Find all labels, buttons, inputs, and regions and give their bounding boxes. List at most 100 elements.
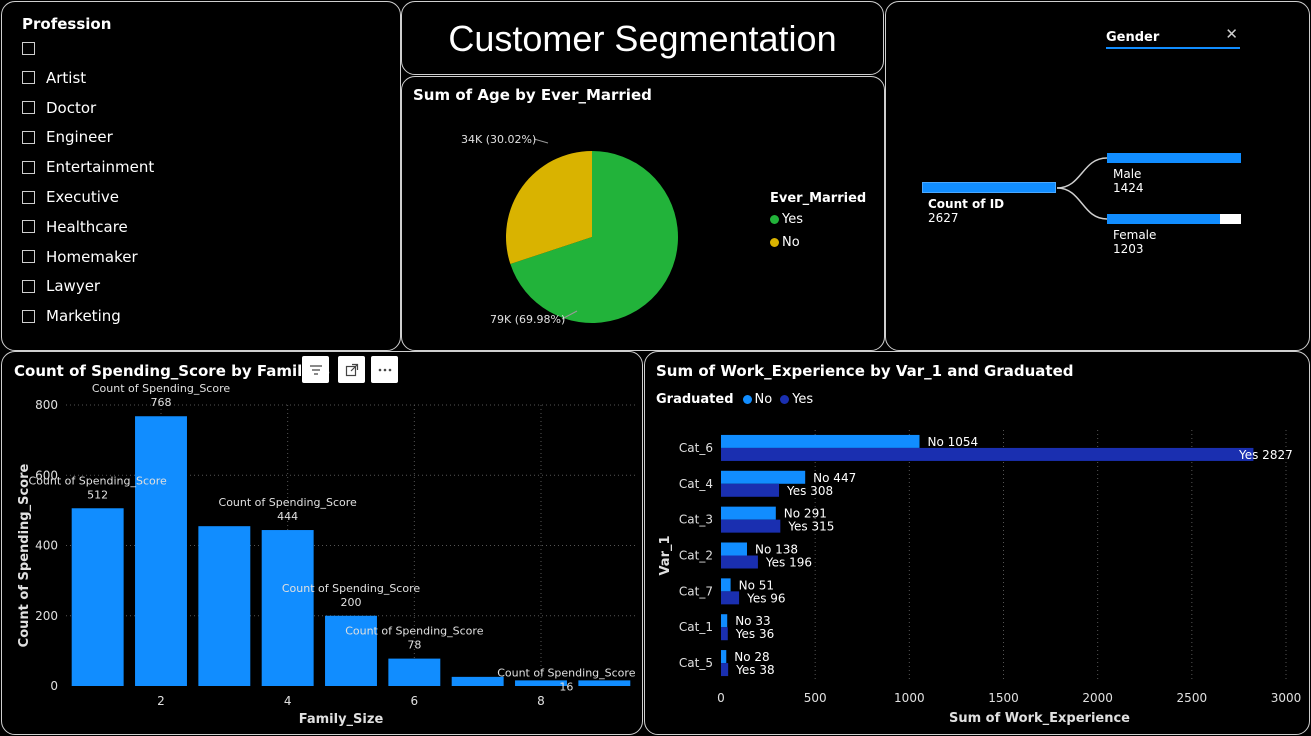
node-label: Female [1113,228,1241,242]
legend-dot-icon [770,215,779,224]
slicer-title: Profession [22,15,111,33]
x-tick-label: 1500 [988,691,1019,705]
bar [262,530,314,686]
node-bar-track [1107,214,1241,224]
slicer-item[interactable]: Lawyer [22,275,100,297]
bar-no [721,507,776,520]
data-label-name: Count of Spending_Score [497,666,636,679]
x-tick-label: 2500 [1177,691,1208,705]
x-tick-label: 500 [804,691,827,705]
data-label-value: 512 [87,488,108,501]
root-label: Count of ID [928,197,1056,211]
checkbox-icon[interactable] [22,250,35,263]
title-card: Customer Segmentation [401,1,884,75]
x-axis-title: Family_Size [299,712,384,727]
bar [198,526,250,686]
checkbox-icon[interactable] [22,71,35,84]
y-tick-label: Cat_4 [679,477,713,491]
x-tick-label: 1000 [894,691,925,705]
slicer-item[interactable]: Homemaker [22,246,138,268]
checkbox-icon[interactable] [22,42,35,55]
root-value: 2627 [928,211,1056,225]
data-label: No 51 [739,578,774,592]
slicer-item-label: Doctor [46,99,96,117]
bar [388,659,440,686]
data-label: Yes 196 [765,556,812,570]
slicer-item[interactable]: Healthcare [22,216,128,238]
tree-root-node[interactable]: Count of ID 2627 [922,182,1056,225]
slicer-item-label: Homemaker [46,248,138,266]
bar-yes [721,663,728,676]
data-label-name: Count of Spending_Score [92,382,231,395]
bar-no [721,614,727,627]
pie-legend: Ever_Married Yes No [770,191,866,250]
data-label-name: Count of Spending_Score [282,582,421,595]
family-size-chart: Count of Spending_Score by Family_S 0 200… [1,351,643,735]
data-label: No 138 [755,543,798,557]
pie-legend-item-yes[interactable]: Yes [770,212,866,227]
bar-yes [721,591,739,604]
pie-legend-item-no[interactable]: No [770,235,866,250]
profession-slicer: Profession Artist Doctor Engineer Entertain… [1,1,401,351]
node-bar-fill [1107,214,1220,224]
x-tick-label: 2000 [1082,691,1113,705]
bar-yes [721,627,728,640]
slicer-item[interactable]: Doctor [22,97,96,119]
data-label: No 447 [813,471,856,485]
work-experience-chart: Sum of Work_Experience by Var_1 and Grad… [644,351,1310,735]
pie-data-label: 79K (69.98%) [490,313,565,326]
y-tick-label: 0 [50,679,58,693]
data-label: Yes 315 [787,520,834,534]
slicer-item[interactable] [22,37,46,59]
y-tick-label: Cat_6 [679,441,713,455]
checkbox-icon[interactable] [22,101,35,114]
data-label-value: 768 [151,396,172,409]
node-bar-fill [1107,153,1241,163]
data-label-name: Count of Spending_Score [345,625,484,638]
y-tick-label: 200 [35,609,58,623]
pie-legend-label: Yes [782,212,803,227]
data-label: No 291 [784,507,827,521]
y-tick-label: 800 [35,398,58,412]
slicer-item[interactable]: Executive [22,186,119,208]
x-tick-label: 6 [411,694,419,708]
family-size-chart-canvas: 02004006008002 4 6 8Count of Spending_Score… [2,352,643,735]
data-label: Yes 38 [735,663,774,677]
root-bar [922,182,1056,193]
bar-yes [721,520,780,533]
node-label: Male [1113,167,1241,181]
slicer-item-label: Executive [46,188,119,206]
slicer-item-label: Engineer [46,128,113,146]
checkbox-icon[interactable] [22,191,35,204]
slicer-item[interactable]: Engineer [22,126,113,148]
checkbox-icon[interactable] [22,161,35,174]
node-value: 1424 [1113,181,1241,195]
slicer-item[interactable]: Marketing [22,305,121,327]
data-label-value: 78 [407,639,421,652]
x-tick-label: 4 [284,694,292,708]
checkbox-icon[interactable] [22,131,35,144]
data-label: No 1054 [928,435,979,449]
bar [135,416,187,686]
slicer-item[interactable]: Artist [22,67,86,89]
data-label-name: Count of Spending_Score [29,474,168,487]
data-label: Yes 96 [746,591,785,605]
bar-no [721,435,920,448]
y-tick-label: 400 [35,539,58,553]
data-label: No 33 [735,614,770,628]
slicer-item-label: Lawyer [46,277,100,295]
checkbox-icon[interactable] [22,310,35,323]
data-label: Yes 2827 [1238,448,1293,462]
tree-node-male[interactable]: Male 1424 [1107,153,1241,195]
checkbox-icon[interactable] [22,280,35,293]
bar-no [721,543,747,556]
checkbox-icon[interactable] [22,220,35,233]
tree-node-female[interactable]: Female 1203 [1107,214,1241,256]
slicer-item[interactable]: Entertainment [22,156,154,178]
slicer-item-label: Artist [46,69,86,87]
data-label: Yes 36 [735,627,774,641]
bar-yes [721,556,758,569]
data-label: No 28 [734,650,769,664]
page-title: Customer Segmentation [402,18,883,60]
node-bar-track [1107,153,1241,163]
